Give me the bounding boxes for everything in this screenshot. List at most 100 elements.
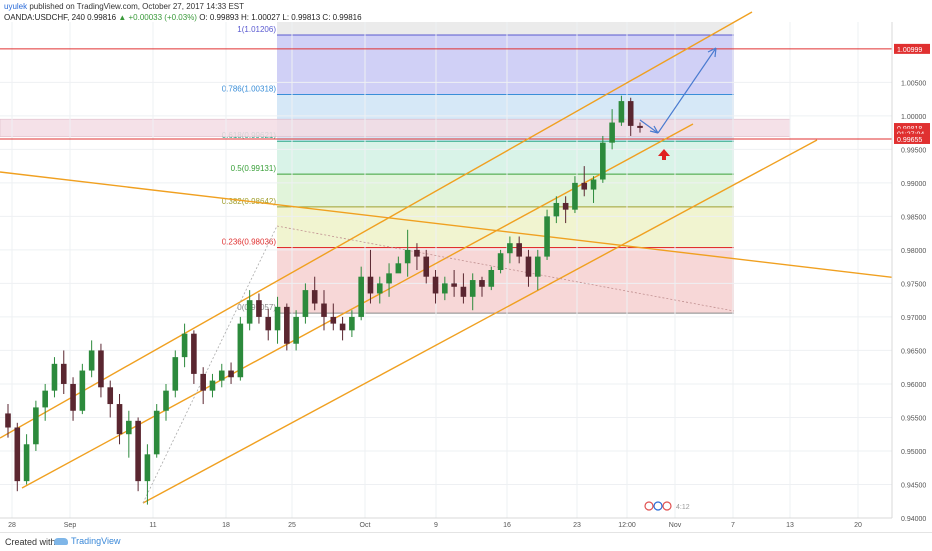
fib-diagonal-dotted-line (276, 225, 735, 312)
candle-body (237, 323, 244, 378)
price-badge[interactable] (894, 123, 930, 134)
time-tick-label: Sep (64, 522, 77, 529)
red-up-arrow-icon[interactable] (658, 149, 670, 160)
projection-arrow-down[interactable] (639, 119, 659, 134)
candle-body (88, 350, 95, 371)
trendline-channel-middle[interactable] (21, 123, 694, 489)
price-tick-label: 1.00500 (901, 80, 926, 87)
tradingview-brand-text: TradingView (71, 536, 121, 546)
price-badge-label: 0.99655 (897, 137, 922, 144)
candle-body (256, 300, 262, 317)
candle-body (228, 370, 234, 378)
price-badge[interactable] (894, 128, 930, 139)
fib-label-0.236: 0.236(0.98036) (222, 237, 277, 246)
candle-body (637, 125, 643, 128)
candle-body (191, 333, 197, 374)
time-tick-label: 11 (149, 522, 156, 529)
candle-body (144, 454, 151, 482)
price-badge[interactable] (894, 43, 930, 54)
trendline-channel-lower[interactable] (142, 139, 818, 504)
price-badge[interactable] (894, 133, 930, 144)
candle-body (274, 306, 281, 331)
candle-body (516, 243, 522, 257)
fib-zone-0.5 (277, 174, 734, 207)
fib-zone-0.618 (277, 141, 734, 175)
candle-body (581, 182, 588, 190)
price-change: +0.00033 (+0.03%) (128, 13, 197, 22)
time-tick-label: 7 (731, 522, 735, 529)
candle-body (349, 316, 355, 331)
price-axis[interactable]: 0.94000 0.94500 0.95000 0.95500 0.96000 0.965… (891, 0, 932, 532)
candle-body (293, 316, 299, 344)
time-tick-label: 13 (786, 522, 794, 529)
candle-body (107, 387, 114, 405)
candle-body (60, 363, 67, 384)
price-tick-label: 0.98500 (901, 214, 926, 221)
candle-body (70, 383, 76, 411)
published-text: published on TradingView.com, October 27… (29, 2, 245, 11)
candle-body (5, 413, 11, 428)
price-tick-label: 0.95500 (901, 415, 926, 422)
event-flag-icon[interactable] (662, 501, 672, 511)
event-flag-icon[interactable] (653, 501, 663, 511)
countdown-watermark: 4:12 (676, 504, 690, 511)
author-link[interactable]: uyulek (4, 2, 28, 11)
header-published-line: uyulek published on TradingView.com, Oct… (4, 2, 244, 11)
candle-body (376, 283, 383, 294)
drawing-lines[interactable] (0, 11, 932, 504)
candle-body (525, 256, 532, 277)
price-tick-label: 0.99500 (901, 147, 926, 154)
trendline-long-downtrend[interactable] (0, 171, 932, 283)
price-tick-label: 0.96500 (901, 348, 926, 355)
event-flag-icon[interactable] (644, 501, 654, 511)
fib-label-0.786: 0.786(1.00318) (222, 85, 277, 94)
candle-body (181, 333, 188, 358)
header-quote-line: OANDA:USDCHF, 240 0.99816 ▲ +0.00033 (+0… (4, 13, 362, 22)
price-tick-label: 0.95000 (901, 449, 926, 456)
time-tick-label: 9 (434, 522, 438, 529)
candle-body (284, 306, 290, 344)
candle-body (172, 357, 179, 391)
candle-body (423, 256, 430, 277)
tradingview-brand[interactable]: TradingView (54, 536, 121, 546)
candle-body (618, 101, 625, 123)
candle-body (321, 303, 327, 317)
candle-body (553, 202, 560, 217)
price-tick-label: 0.96000 (901, 382, 926, 389)
tradingview-cloud-icon (54, 538, 68, 546)
price-tick-label: 0.98000 (901, 248, 926, 255)
candle-body (479, 280, 485, 287)
candle-body (311, 290, 318, 304)
candle-body (116, 404, 123, 435)
last-price: 0.99816 (87, 13, 117, 22)
time-axis[interactable]: 28 Sep 11 18 25 Oct 9 16 23 12:00 Nov 7 13 20 4:12 (0, 501, 892, 529)
candle-body (302, 290, 309, 317)
candle-body (562, 202, 569, 210)
projection-arrow-up[interactable] (657, 47, 717, 134)
candle-body (534, 256, 541, 277)
fib-base-dotted-line (142, 225, 278, 504)
candle-body (488, 270, 495, 287)
time-tick-label: 20 (854, 522, 862, 529)
candle-body (14, 427, 21, 482)
candle-body (209, 380, 216, 391)
symbol-label: OANDA:USDCHF, 240 (4, 13, 85, 22)
fibonacci-retracement[interactable]: 1(1.01206)0.786(1.00318)0.618(0.99621)0.… (0, 22, 791, 314)
price-tick-label: 0.94000 (901, 516, 926, 523)
trendline-channel-upper[interactable] (0, 11, 753, 439)
price-tick-label: 0.97000 (901, 315, 926, 322)
time-tick-label: Nov (669, 522, 682, 529)
resistance-zone[interactable] (0, 118, 791, 137)
candle-body (627, 101, 634, 126)
time-tick-label: 16 (503, 522, 511, 529)
candle-body (590, 179, 597, 190)
candle-body (358, 276, 364, 317)
candle-body (330, 316, 337, 324)
fib-top-fill (277, 22, 734, 37)
fib-label-1: 1(1.01206) (237, 25, 276, 34)
footer-bar: Created with TradingView (0, 532, 932, 551)
arrowhead-up-icon (707, 47, 717, 58)
candle-body (469, 280, 476, 297)
candle-body (200, 373, 206, 391)
